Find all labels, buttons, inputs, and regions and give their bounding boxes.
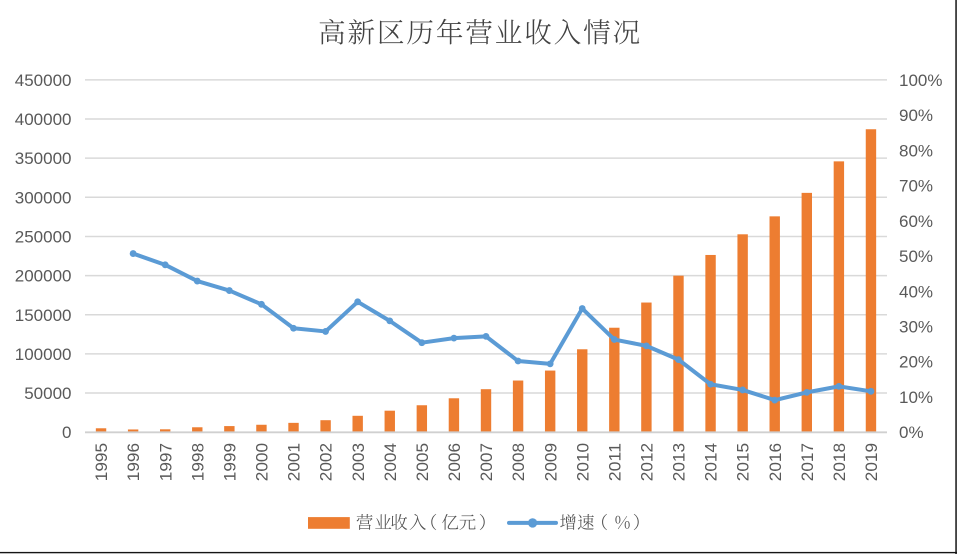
svg-text:2017: 2017 bbox=[798, 443, 817, 481]
svg-text:1995: 1995 bbox=[92, 443, 111, 481]
svg-text:1999: 1999 bbox=[220, 443, 239, 481]
svg-text:2012: 2012 bbox=[638, 443, 657, 481]
svg-text:300000: 300000 bbox=[15, 188, 72, 207]
svg-text:50000: 50000 bbox=[24, 384, 71, 403]
svg-text:30%: 30% bbox=[899, 318, 933, 337]
svg-text:2008: 2008 bbox=[509, 443, 528, 481]
svg-text:450000: 450000 bbox=[15, 71, 72, 90]
svg-text:2006: 2006 bbox=[445, 443, 464, 481]
svg-text:40%: 40% bbox=[899, 282, 933, 301]
svg-text:350000: 350000 bbox=[15, 149, 72, 168]
svg-text:0: 0 bbox=[62, 423, 71, 442]
svg-text:2014: 2014 bbox=[702, 443, 721, 481]
svg-text:80%: 80% bbox=[899, 141, 933, 160]
svg-text:2010: 2010 bbox=[573, 443, 592, 481]
svg-text:2000: 2000 bbox=[253, 443, 272, 481]
svg-text:400000: 400000 bbox=[15, 110, 72, 129]
svg-text:2001: 2001 bbox=[285, 443, 304, 481]
svg-text:2009: 2009 bbox=[541, 443, 560, 481]
svg-text:100000: 100000 bbox=[15, 345, 72, 364]
svg-text:2016: 2016 bbox=[766, 443, 785, 481]
svg-text:2004: 2004 bbox=[381, 443, 400, 481]
svg-text:2019: 2019 bbox=[862, 443, 881, 481]
svg-text:60%: 60% bbox=[899, 212, 933, 231]
svg-text:200000: 200000 bbox=[15, 267, 72, 286]
svg-text:2003: 2003 bbox=[349, 443, 368, 481]
svg-text:20%: 20% bbox=[899, 353, 933, 372]
svg-text:100%: 100% bbox=[899, 71, 942, 90]
svg-text:2002: 2002 bbox=[317, 443, 336, 481]
svg-text:50%: 50% bbox=[899, 247, 933, 266]
svg-text:0%: 0% bbox=[899, 423, 924, 442]
svg-text:1996: 1996 bbox=[124, 443, 143, 481]
svg-text:2005: 2005 bbox=[413, 443, 432, 481]
svg-text:2015: 2015 bbox=[734, 443, 753, 481]
svg-text:70%: 70% bbox=[899, 177, 933, 196]
svg-text:1998: 1998 bbox=[188, 443, 207, 481]
svg-text:150000: 150000 bbox=[15, 306, 72, 325]
svg-text:2013: 2013 bbox=[670, 443, 689, 481]
svg-text:90%: 90% bbox=[899, 106, 933, 125]
svg-text:2007: 2007 bbox=[477, 443, 496, 481]
svg-text:2018: 2018 bbox=[830, 443, 849, 481]
svg-text:1997: 1997 bbox=[156, 443, 175, 481]
svg-text:250000: 250000 bbox=[15, 227, 72, 246]
svg-text:10%: 10% bbox=[899, 388, 933, 407]
svg-text:2011: 2011 bbox=[605, 443, 624, 481]
